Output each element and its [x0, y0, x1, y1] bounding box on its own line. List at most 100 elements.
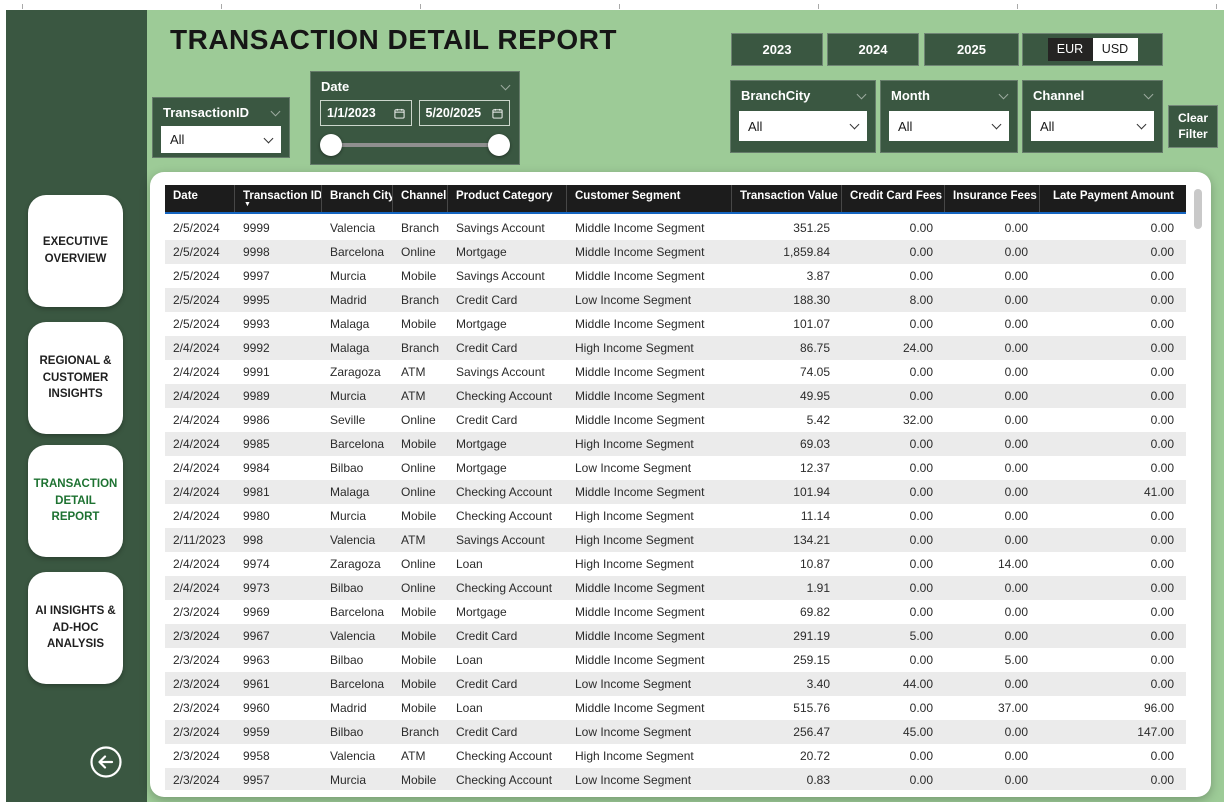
column-header[interactable]: Channel: [393, 185, 448, 212]
cell: ATM: [401, 749, 426, 763]
table-row[interactable]: 2/4/2024 9991 Zaragoza ATM Savings Account Mi…: [165, 360, 1186, 384]
column-header[interactable]: Late Payment Amount: [1040, 185, 1186, 212]
column-header[interactable]: Insurance Fees: [945, 185, 1040, 212]
chevron-down-icon[interactable]: [500, 80, 511, 90]
table-row[interactable]: 2/4/2024 9980 Murcia Mobile Checking Account…: [165, 504, 1186, 528]
year-button-2025[interactable]: 2025: [924, 33, 1019, 66]
date-range-slider[interactable]: [311, 132, 519, 158]
table-row[interactable]: 2/3/2024 9969 Barcelona Mobile Mortgage Middl…: [165, 600, 1186, 624]
cell: 9984: [243, 461, 270, 475]
table-row[interactable]: 2/4/2024 9985 Barcelona Mobile Mortgage High …: [165, 432, 1186, 456]
year-button-2023[interactable]: 2023: [731, 33, 823, 66]
column-header[interactable]: Customer Segment: [567, 185, 732, 212]
table-row[interactable]: 2/4/2024 9981 Malaga Online Checking Account…: [165, 480, 1186, 504]
column-header[interactable]: Credit Card Fees: [842, 185, 945, 212]
cell: 32.00: [902, 413, 933, 427]
cell: Credit Card: [456, 293, 518, 307]
cell: 9993: [243, 317, 270, 331]
table-row[interactable]: 2/4/2024 9984 Bilbao Online Mortgage Low Inco…: [165, 456, 1186, 480]
cell: 0.00: [909, 389, 933, 403]
cell: 0.00: [909, 221, 933, 235]
column-header[interactable]: Product Category: [448, 185, 567, 212]
table-row[interactable]: 2/4/2024 9973 Bilbao Online Checking Account…: [165, 576, 1186, 600]
chevron-down-icon[interactable]: [856, 89, 867, 99]
scrollbar-thumb[interactable]: [1194, 189, 1202, 229]
cell: 9959: [243, 725, 270, 739]
chevron-down-icon[interactable]: [998, 89, 1009, 99]
column-header[interactable]: Date: [165, 185, 235, 212]
slider-handle-start[interactable]: [320, 134, 342, 156]
year-button-2024[interactable]: 2024: [827, 33, 919, 66]
table-row[interactable]: 2/5/2024 9998 Barcelona Online Mortgage Middl…: [165, 240, 1186, 264]
cell: 86.75: [799, 341, 830, 355]
cell: Mobile: [401, 437, 437, 451]
sidebar-item-ai-insights-adhoc-analysis[interactable]: AI INSIGHTS & AD-HOC ANALYSIS: [28, 572, 123, 684]
cell: 0.00: [909, 485, 933, 499]
cell: 0.00: [909, 749, 933, 763]
sidebar-item-executive-overview[interactable]: EXECUTIVE OVERVIEW: [28, 195, 123, 307]
column-header[interactable]: Branch City: [322, 185, 393, 212]
back-button[interactable]: [89, 745, 123, 779]
cell: Loan: [456, 557, 483, 571]
transaction-id-select[interactable]: All: [161, 126, 281, 153]
cell: ATM: [401, 389, 426, 403]
table-row[interactable]: 2/11/2023 998 Valencia ATM Savings Account Hi…: [165, 528, 1186, 552]
cell: 0.00: [1150, 221, 1174, 235]
cell: Mortgage: [456, 437, 507, 451]
cell: 9960: [243, 701, 270, 715]
table-row[interactable]: 2/3/2024 9958 Valencia ATM Checking Account H…: [165, 744, 1186, 768]
table-row[interactable]: 2/3/2024 9967 Valencia Mobile Credit Card Mid…: [165, 624, 1186, 648]
cell: 0.00: [1004, 413, 1028, 427]
cell: Online: [401, 413, 436, 427]
vertical-scrollbar[interactable]: [1193, 185, 1203, 783]
cell: 0.00: [1004, 725, 1028, 739]
channel-select[interactable]: All: [1031, 111, 1154, 141]
table-row[interactable]: 2/4/2024 9992 Malaga Branch Credit Card High …: [165, 336, 1186, 360]
month-select[interactable]: All: [889, 111, 1009, 141]
table-row[interactable]: 2/5/2024 9993 Malaga Mobile Mortgage Middle I…: [165, 312, 1186, 336]
channel-filter: Channel All: [1022, 80, 1163, 153]
table-row[interactable]: 2/5/2024 9995 Madrid Branch Credit Card Low I…: [165, 288, 1186, 312]
table-row[interactable]: 2/3/2024 9959 Bilbao Branch Credit Card Low I…: [165, 720, 1186, 744]
chevron-down-icon[interactable]: [1143, 89, 1154, 99]
slider-handle-end[interactable]: [488, 134, 510, 156]
cell: Mobile: [401, 269, 437, 283]
branch-city-select[interactable]: All: [739, 111, 867, 141]
cell: 9957: [243, 773, 270, 787]
table-row[interactable]: 2/3/2024 9961 Barcelona Mobile Credit Card Lo…: [165, 672, 1186, 696]
chevron-down-icon[interactable]: [270, 106, 281, 116]
sidebar-item-regional-customer-insights[interactable]: REGIONAL & CUSTOMER INSIGHTS: [28, 322, 123, 434]
clear-filter-button[interactable]: Clear Filter: [1168, 105, 1218, 148]
cell: Middle Income Segment: [575, 317, 705, 331]
cell: 5.00: [909, 629, 933, 643]
table-row[interactable]: 2/4/2024 9989 Murcia ATM Checking Account Mid…: [165, 384, 1186, 408]
cell: 0.00: [1004, 245, 1028, 259]
table-row[interactable]: 2/5/2024 9997 Murcia Mobile Savings Account M…: [165, 264, 1186, 288]
cell: 0.00: [1004, 773, 1028, 787]
cell: 351.25: [793, 221, 830, 235]
cell: 9973: [243, 581, 270, 595]
cell: 0.00: [1004, 485, 1028, 499]
table-row[interactable]: 2/5/2024 9999 Valencia Branch Savings Accoun…: [165, 216, 1186, 240]
cell: 3.87: [806, 269, 830, 283]
column-header[interactable]: Transaction Value: [732, 185, 842, 212]
cell: 9985: [243, 437, 270, 451]
cell: 259.15: [793, 653, 830, 667]
cell: 10.87: [799, 557, 830, 571]
date-start-input[interactable]: 1/1/2023: [320, 100, 412, 126]
table-row[interactable]: 2/4/2024 9974 Zaragoza Online Loan High Incom…: [165, 552, 1186, 576]
sidebar-item-transaction-detail-report[interactable]: TRANSACTION DETAIL REPORT: [28, 445, 123, 557]
table-row[interactable]: 2/3/2024 9960 Madrid Mobile Loan Middle Incom…: [165, 696, 1186, 720]
column-header[interactable]: Transaction ID ▼: [235, 185, 322, 212]
cell: 2/4/2024: [173, 509, 220, 523]
table-row[interactable]: 2/4/2024 9986 Seville Online Credit Card Midd…: [165, 408, 1186, 432]
cell: 2/4/2024: [173, 557, 220, 571]
date-end-input[interactable]: 5/20/2025: [418, 100, 510, 126]
currency-option-usd[interactable]: USD: [1092, 38, 1138, 61]
table-row[interactable]: 2/3/2024 9963 Bilbao Mobile Loan Middle Incom…: [165, 648, 1186, 672]
date-end-value: 5/20/2025: [425, 106, 482, 120]
cell: 2/4/2024: [173, 437, 220, 451]
report-canvas: TRANSACTION DETAIL REPORT TransactionID …: [147, 10, 1224, 802]
currency-option-eur[interactable]: EUR: [1047, 38, 1093, 61]
table-row[interactable]: 2/3/2024 9957 Murcia Mobile Checking Account…: [165, 768, 1186, 790]
